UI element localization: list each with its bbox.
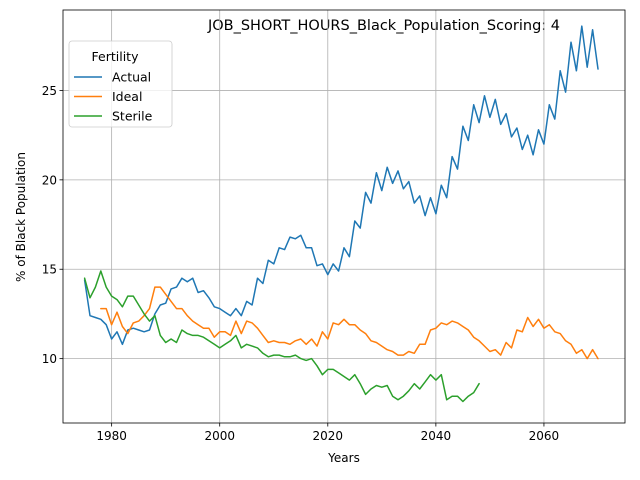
y-tick-label: 20 (42, 173, 57, 187)
x-tick-label: 2040 (421, 429, 452, 443)
legend-title: Fertility (92, 49, 140, 64)
grid-lines (63, 10, 625, 423)
legend-label-sterile: Sterile (112, 109, 153, 124)
series-line-actual (83, 25, 599, 346)
series-line-sterile (83, 270, 480, 403)
y-tick-label: 25 (42, 84, 57, 98)
y-tick-label: 10 (42, 352, 57, 366)
legend-box (68, 40, 173, 128)
plot-area-frame (62, 9, 626, 424)
x-tick-label: 2060 (529, 429, 560, 443)
y-axis-label: % of Black Population (14, 152, 28, 282)
legend-items: Actual Ideal Sterile (74, 70, 153, 124)
chart-title: JOB_SHORT_HOURS_Black_Population_Scoring… (207, 18, 560, 34)
series-lines (83, 25, 599, 403)
axis-ticks: 1980 2000 2020 2040 2060 10 15 20 25 (42, 84, 559, 443)
x-tick-label: 2000 (204, 429, 235, 443)
legend: Fertility Actual Ideal Sterile (68, 40, 173, 128)
y-tick-label: 15 (42, 263, 57, 277)
legend-label-actual: Actual (112, 70, 151, 85)
x-tick-label: 1980 (96, 429, 127, 443)
legend-label-ideal: Ideal (112, 89, 142, 104)
x-tick-label: 2020 (313, 429, 344, 443)
series-line-ideal (100, 286, 599, 360)
x-axis-label: Years (327, 451, 360, 465)
